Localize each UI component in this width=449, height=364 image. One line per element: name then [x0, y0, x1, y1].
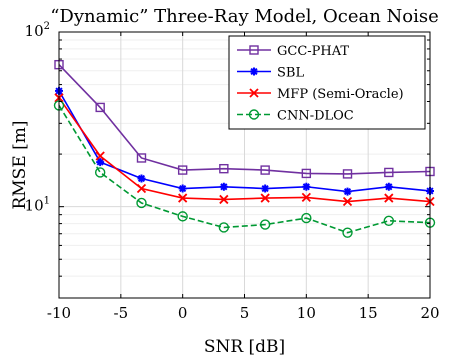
- data-point: [301, 192, 311, 203]
- legend-entry: SBL: [237, 66, 304, 81]
- data-point: [301, 168, 312, 179]
- legend-marker: [249, 88, 259, 98]
- x-tick-label: -5: [114, 304, 129, 322]
- data-point: [219, 194, 229, 205]
- data-point: [384, 167, 394, 178]
- legend-marker: [249, 45, 259, 55]
- series-line: [58, 104, 431, 234]
- data-point: [383, 215, 395, 227]
- x-tick-label: -10: [47, 304, 71, 322]
- series-line: [58, 64, 431, 175]
- data-point: [96, 158, 105, 167]
- data-point: [219, 182, 228, 191]
- data-point: [343, 187, 352, 196]
- data-point: [95, 102, 105, 113]
- legend-box: [228, 35, 426, 130]
- legend: GCC-PHAT SBL MFP (Semi-Oracle) CNN-DLOC: [228, 35, 426, 130]
- data-point: [177, 165, 188, 175]
- legend-label: CNN-DLOC: [277, 109, 354, 124]
- series-layer: [53, 59, 436, 238]
- data-point: [136, 153, 147, 163]
- data-point: [218, 222, 230, 233]
- series-gcc-phat: [54, 59, 435, 179]
- data-point: [178, 184, 187, 193]
- data-point: [136, 183, 147, 194]
- x-tick-label: 5: [240, 304, 250, 322]
- series-line: [58, 97, 431, 203]
- chart-title: “Dynamic” Three-Ray Model, Ocean Noise: [50, 6, 439, 27]
- data-point: [136, 197, 147, 209]
- data-point: [137, 174, 146, 183]
- data-point: [219, 163, 229, 174]
- data-point: [177, 211, 188, 222]
- x-axis-label: SNR [dB]: [204, 337, 285, 357]
- series-line: [58, 90, 431, 193]
- data-point: [342, 169, 353, 179]
- x-tick-label: 15: [359, 304, 378, 322]
- data-point: [259, 219, 271, 230]
- legend-entry: GCC-PHAT: [237, 44, 349, 59]
- legend-entry: CNN-DLOC: [237, 109, 354, 124]
- y-tick-label: 102: [25, 21, 50, 40]
- legend-entry: MFP (Semi-Oracle): [237, 87, 404, 102]
- data-point: [302, 182, 311, 191]
- data-point: [94, 167, 106, 178]
- legend-marker: [250, 67, 258, 76]
- x-tick-label: 20: [420, 304, 439, 322]
- legend-label: GCC-PHAT: [277, 44, 349, 59]
- data-point: [261, 184, 270, 193]
- legend-marker: [248, 109, 260, 120]
- x-tick-label: 0: [178, 304, 188, 322]
- data-point: [301, 212, 312, 224]
- y-tick-label: 101: [25, 196, 50, 215]
- data-point: [260, 165, 270, 175]
- data-point: [384, 182, 393, 191]
- data-point: [260, 193, 270, 203]
- x-tick-label: 10: [297, 304, 316, 322]
- data-point: [384, 193, 394, 203]
- data-point: [342, 227, 353, 238]
- y-axis-label: RMSE [m]: [10, 120, 30, 209]
- legend-label: MFP (Semi-Oracle): [277, 87, 404, 102]
- series-cnn-dloc: [53, 100, 436, 238]
- axis-ticks: -10 -5 0 5 10 15 20 101 102: [25, 21, 440, 322]
- data-point: [95, 151, 105, 161]
- data-point: [342, 196, 353, 207]
- legend-label: SBL: [277, 66, 304, 81]
- data-point: [178, 193, 188, 203]
- series-sbl: [55, 86, 434, 196]
